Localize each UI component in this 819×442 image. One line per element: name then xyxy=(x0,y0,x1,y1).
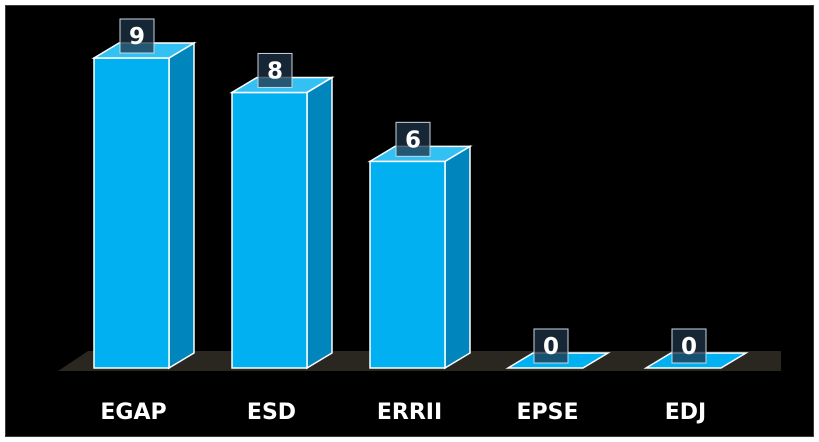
data-label-egap: 9 xyxy=(129,24,145,50)
category-labels-layer: EGAP ESD ERRII EPSE EDJ xyxy=(100,400,706,425)
category-label-egap: EGAP xyxy=(100,400,166,425)
bars-layer xyxy=(91,41,749,370)
bar-esd xyxy=(229,76,335,370)
category-label-epse: EPSE xyxy=(516,400,578,425)
bar-front-errii xyxy=(369,160,446,369)
data-label-epse: 0 xyxy=(543,334,559,360)
data-label-box-errii xyxy=(395,121,431,157)
bar-chart: 9 8 6 0 0 EGAP ESD ERRII EPSE EDJ xyxy=(58,18,781,425)
category-label-esd: ESD xyxy=(247,400,296,425)
data-label-box-esd xyxy=(257,52,293,88)
data-label-box-egap xyxy=(119,18,155,54)
category-label-errii: ERRII xyxy=(377,400,442,425)
data-label-box-epse xyxy=(533,328,569,364)
bar-egap xyxy=(91,41,197,370)
bar-side-esd xyxy=(306,76,333,370)
data-label-box-edj xyxy=(671,328,707,364)
data-label-esd: 8 xyxy=(267,58,283,84)
bar-front-esd xyxy=(231,91,308,369)
data-label-edj: 0 xyxy=(681,334,697,360)
category-label-edj: EDJ xyxy=(665,400,706,425)
data-label-errii: 6 xyxy=(405,127,421,153)
chart-frame: 9 8 6 0 0 EGAP ESD ERRII EPSE EDJ xyxy=(5,5,814,437)
bar-errii xyxy=(367,145,473,370)
data-labels-layer: 9 8 6 0 0 xyxy=(119,18,707,364)
bar-side-egap xyxy=(168,41,195,370)
bar-front-egap xyxy=(93,57,170,369)
bar-side-errii xyxy=(444,145,471,370)
